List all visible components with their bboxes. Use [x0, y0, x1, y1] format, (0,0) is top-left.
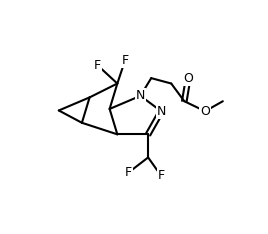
- Text: F: F: [121, 54, 129, 67]
- Text: F: F: [94, 58, 101, 72]
- Text: O: O: [183, 72, 193, 85]
- Text: O: O: [200, 105, 210, 118]
- Text: F: F: [158, 169, 165, 183]
- Text: N: N: [157, 105, 166, 118]
- Text: N: N: [136, 89, 145, 102]
- Text: F: F: [125, 166, 132, 179]
